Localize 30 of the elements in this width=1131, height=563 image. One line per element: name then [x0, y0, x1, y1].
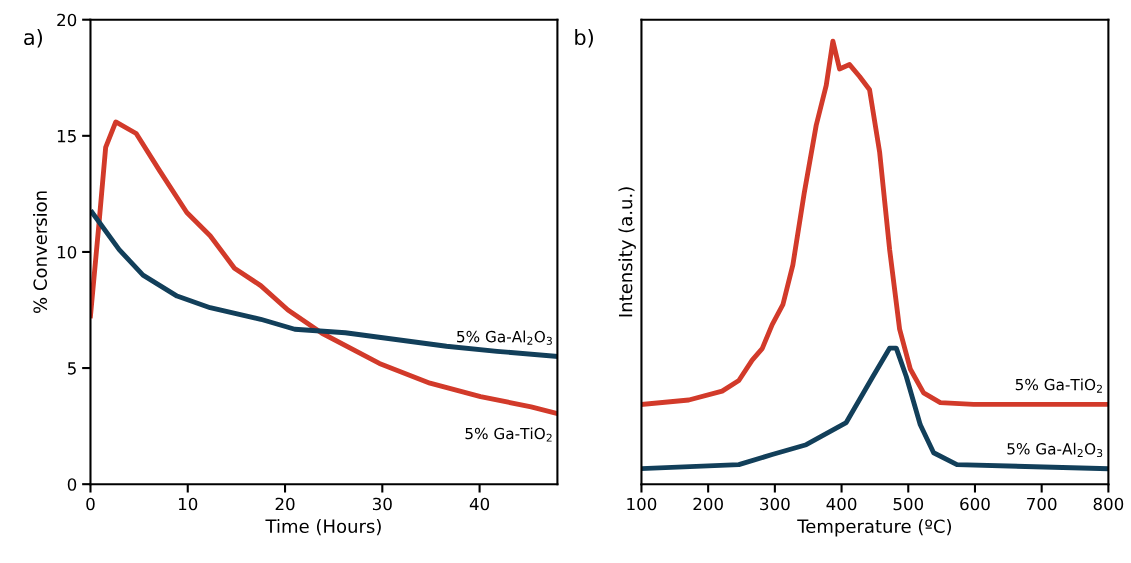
y-axis-title: Intensity (a.u.): [618, 187, 636, 317]
y-tick-label: 10: [57, 245, 77, 259]
line-series: [90, 210, 558, 359]
x-tick-label: 10: [178, 497, 198, 511]
x-tick-label: 800: [1093, 497, 1124, 511]
x-tick-label: 500: [893, 497, 924, 511]
x-tick-label: 700: [1027, 497, 1057, 511]
y-tick-label: 0: [67, 478, 77, 491]
y-axis-title: % Conversion: [33, 191, 48, 314]
x-tick-label: 20: [275, 497, 295, 511]
series-label: 5% Ga-Al$_{2}$O$_{3}$: [457, 330, 552, 345]
series-label: 5% Ga-TiO$_{2}$: [465, 427, 552, 442]
y-tick-label: 20: [57, 13, 77, 27]
x-tick-label: 400: [826, 497, 857, 511]
y-tick-label: 15: [57, 130, 76, 143]
x-tick-label: 40: [469, 497, 490, 511]
x-axis-title: Time (Hours): [265, 519, 381, 536]
y-tick-label: 5: [67, 362, 76, 375]
x-tick-label: 30: [372, 497, 392, 511]
x-tick-label: 100: [627, 497, 657, 511]
series-label: 5% Ga-Al$_{2}$O$_{3}$: [1007, 442, 1103, 458]
x-tick-label: 200: [693, 497, 723, 511]
x-tick-label: 0: [86, 497, 95, 511]
line-series: [90, 119, 558, 417]
series-label: 5% Ga-TiO$_{2}$: [1015, 378, 1102, 393]
x-tick-label: 300: [760, 497, 790, 511]
x-tick-label: 600: [960, 497, 990, 511]
x-axis-title: Temperature (ºC): [797, 519, 952, 537]
chart-title: b): [575, 28, 593, 48]
chart-title: a): [24, 29, 42, 48]
